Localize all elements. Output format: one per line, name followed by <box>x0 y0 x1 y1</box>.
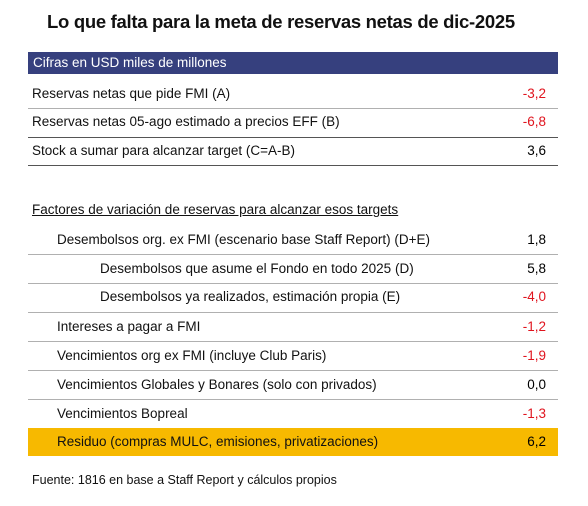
row-label: Desembolsos ya realizados, estimación pr… <box>100 289 401 304</box>
row-value: -4,0 <box>522 289 546 304</box>
row-value: 3,6 <box>527 143 546 158</box>
row-label: Reservas netas 05-ago estimado a precios… <box>32 114 340 129</box>
row-value: -3,2 <box>522 86 546 101</box>
row-label: Intereses a pagar a FMI <box>57 319 201 334</box>
header: Cifras en USD miles de millones <box>33 55 227 70</box>
row-value: -1,9 <box>522 348 546 363</box>
row-value: 6,2 <box>527 434 546 449</box>
highlight-bar <box>28 428 558 456</box>
rule <box>28 108 558 109</box>
row-label: Vencimientos Globales y Bonares (solo co… <box>57 377 377 392</box>
row-label: Desembolsos org. ex FMI (escenario base … <box>57 232 431 247</box>
rule <box>28 165 558 166</box>
rule <box>28 399 558 400</box>
rule <box>28 137 558 138</box>
row-value: -1,2 <box>522 319 546 334</box>
footnote: Fuente: 1816 en base a Staff Report y cá… <box>32 473 337 487</box>
row-value: 5,8 <box>527 261 546 276</box>
row-value: 1,8 <box>527 232 546 247</box>
row-label: Stock a sumar para alcanzar target (C=A-… <box>32 143 295 158</box>
row-label: Residuo (compras MULC, emisiones, privat… <box>57 434 379 449</box>
title: Lo que falta para la meta de reservas ne… <box>47 11 515 32</box>
row-label: Desembolsos que asume el Fondo en todo 2… <box>100 261 414 276</box>
section-title: Factores de variación de reservas para a… <box>32 202 399 217</box>
row-label: Vencimientos org ex FMI (incluye Club Pa… <box>57 348 327 363</box>
rule <box>28 312 558 313</box>
rule <box>28 341 558 342</box>
row-label: Vencimientos Bopreal <box>57 406 188 421</box>
row-value: -1,3 <box>522 406 546 421</box>
rule <box>28 370 558 371</box>
row-value: -6,8 <box>522 114 546 129</box>
row-value: 0,0 <box>527 377 546 392</box>
rule <box>28 283 558 284</box>
row-label: Reservas netas que pide FMI (A) <box>32 86 231 101</box>
rule <box>28 254 558 255</box>
header-bar <box>28 52 558 74</box>
